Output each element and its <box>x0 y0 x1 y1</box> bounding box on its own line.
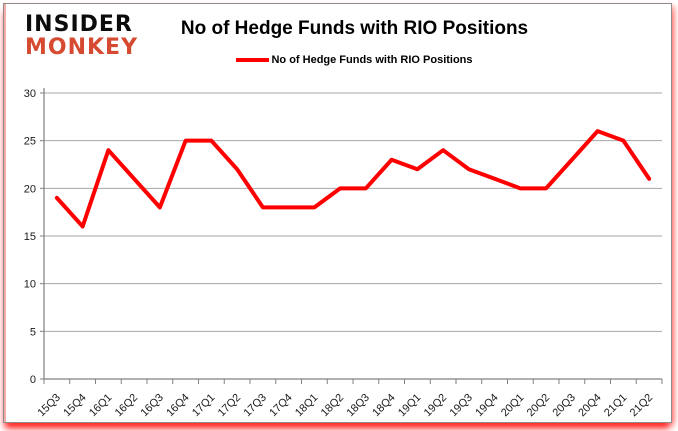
x-tick-label: 15Q3 <box>35 392 63 420</box>
x-tick-label: 20Q4 <box>576 392 604 420</box>
y-tick-label: 10 <box>24 279 36 291</box>
x-tick-label: 15Q4 <box>61 392 89 420</box>
x-tick-label: 16Q1 <box>87 392 115 420</box>
x-tick-label: 16Q3 <box>138 392 166 420</box>
y-tick-label: 20 <box>24 183 36 195</box>
x-tick-label: 20Q1 <box>499 392 527 420</box>
legend-line-icon <box>236 58 270 62</box>
x-tick-label: 18Q4 <box>370 392 398 420</box>
x-tick-label: 21Q2 <box>628 392 656 420</box>
chart-title: No of Hedge Funds with RIO Positions <box>180 18 529 39</box>
y-tick-label: 30 <box>24 88 36 100</box>
legend-label: No of Hedge Funds with RIO Positions <box>271 54 473 66</box>
x-tick-label: 17Q1 <box>190 392 218 420</box>
x-tick-label: 17Q2 <box>216 392 244 420</box>
chart-header: No of Hedge Funds with RIO Positions No … <box>44 18 665 66</box>
x-tick-label: 20Q3 <box>550 392 578 420</box>
insider-monkey-logo: INSIDER MONKEY <box>25 14 138 59</box>
x-tick-label: 17Q4 <box>267 392 295 420</box>
x-tick-label: 17Q3 <box>241 392 269 420</box>
x-tick-label: 18Q3 <box>344 392 372 420</box>
x-tick-label: 21Q1 <box>602 392 630 420</box>
y-tick-label: 5 <box>30 326 36 338</box>
series-line <box>54 129 652 229</box>
x-tick-label: 19Q3 <box>447 392 475 420</box>
x-tick-label: 19Q4 <box>473 392 501 420</box>
x-tick-label: 19Q2 <box>422 392 450 420</box>
x-tick-label: 16Q2 <box>113 392 141 420</box>
legend: No of Hedge Funds with RIO Positions <box>44 54 665 66</box>
x-tick-label: 20Q2 <box>525 392 553 420</box>
logo-insider-text: INSIDER <box>25 12 133 37</box>
x-tick-label: 18Q1 <box>293 392 321 420</box>
y-tick-label: 0 <box>30 374 36 386</box>
x-tick-label: 18Q2 <box>319 392 347 420</box>
x-tick-label: 16Q4 <box>164 392 192 420</box>
chart-frame: INSIDER MONKEY No of Hedge Funds with RI… <box>3 3 672 423</box>
line-chart: 0 5 10 15 20 25 30 15Q315Q416Q116Q216Q316Q417Q1… <box>24 88 663 420</box>
logo-monkey-text: MONKEY <box>25 35 139 60</box>
y-tick-label: 25 <box>24 136 36 148</box>
x-tick-label: 19Q1 <box>396 392 424 420</box>
y-tick-label: 15 <box>24 231 36 243</box>
